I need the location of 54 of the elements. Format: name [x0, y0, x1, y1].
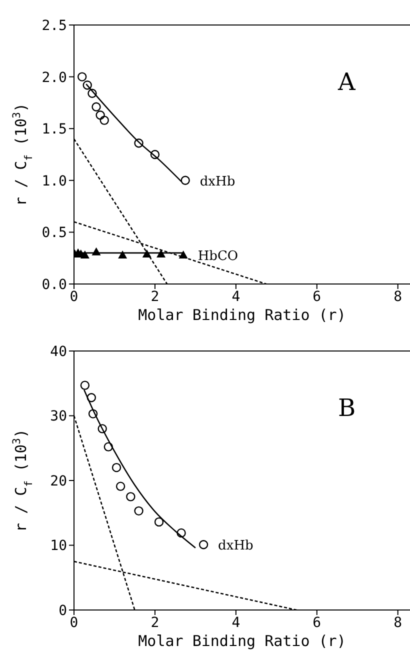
x-axis-title: Molar Binding Ratio (r): [138, 632, 346, 650]
point: [100, 116, 109, 125]
y-tick-label: 2.5: [42, 18, 67, 34]
point: [92, 102, 101, 112]
point: [126, 492, 136, 502]
y-tick-label: 20: [50, 473, 67, 490]
x-tick-label: 2: [150, 614, 160, 631]
x-tick-label: 6: [312, 288, 322, 305]
point: [198, 540, 208, 550]
point: [96, 110, 105, 120]
x-tick-label: 4: [232, 288, 240, 305]
text: A: [338, 68, 356, 96]
y-tick-label: 1.5: [42, 122, 67, 138]
point: [82, 80, 92, 90]
point: [80, 380, 90, 390]
x-tick-label: 8: [394, 288, 402, 305]
y-tick-label: 0.5: [42, 225, 67, 242]
point: [88, 88, 97, 98]
point: [86, 393, 96, 402]
y-tick-label: 2.0: [42, 70, 67, 86]
point: [178, 250, 188, 258]
x-tick-label: 4: [232, 614, 240, 631]
point: [118, 250, 128, 258]
text: B: [338, 394, 356, 422]
point: [104, 442, 114, 452]
x-tick-label: 2: [150, 288, 160, 305]
point: [134, 506, 144, 516]
point: [92, 247, 101, 256]
y-tick-label: 40: [50, 344, 67, 360]
x-tick-label: 0: [70, 614, 78, 631]
series-label: HbCO: [198, 248, 238, 264]
x-axis-title: Molar Binding Ratio (r): [138, 306, 346, 324]
x-tick-label: 0: [70, 288, 78, 305]
point: [112, 462, 122, 472]
y-tick-label: 0.0: [42, 276, 67, 293]
point: [88, 409, 98, 418]
y-tick-label: 10: [50, 538, 67, 554]
y-tick-label: 30: [50, 408, 67, 425]
point: [150, 150, 160, 160]
point: [176, 528, 186, 538]
x-tick-label: 8: [394, 614, 402, 631]
y-tick-label: 0: [58, 602, 67, 619]
point: [116, 482, 126, 491]
point: [142, 249, 152, 258]
x-tick-label: 6: [312, 614, 322, 631]
point: [77, 72, 87, 82]
point: [180, 176, 190, 185]
point: [134, 138, 144, 148]
point: [154, 517, 164, 527]
point: [98, 424, 107, 434]
y-tick-label: 1.0: [42, 173, 67, 190]
series-label: dxHb: [200, 174, 236, 190]
point: [80, 250, 90, 258]
series-label: dxHb: [218, 538, 254, 554]
